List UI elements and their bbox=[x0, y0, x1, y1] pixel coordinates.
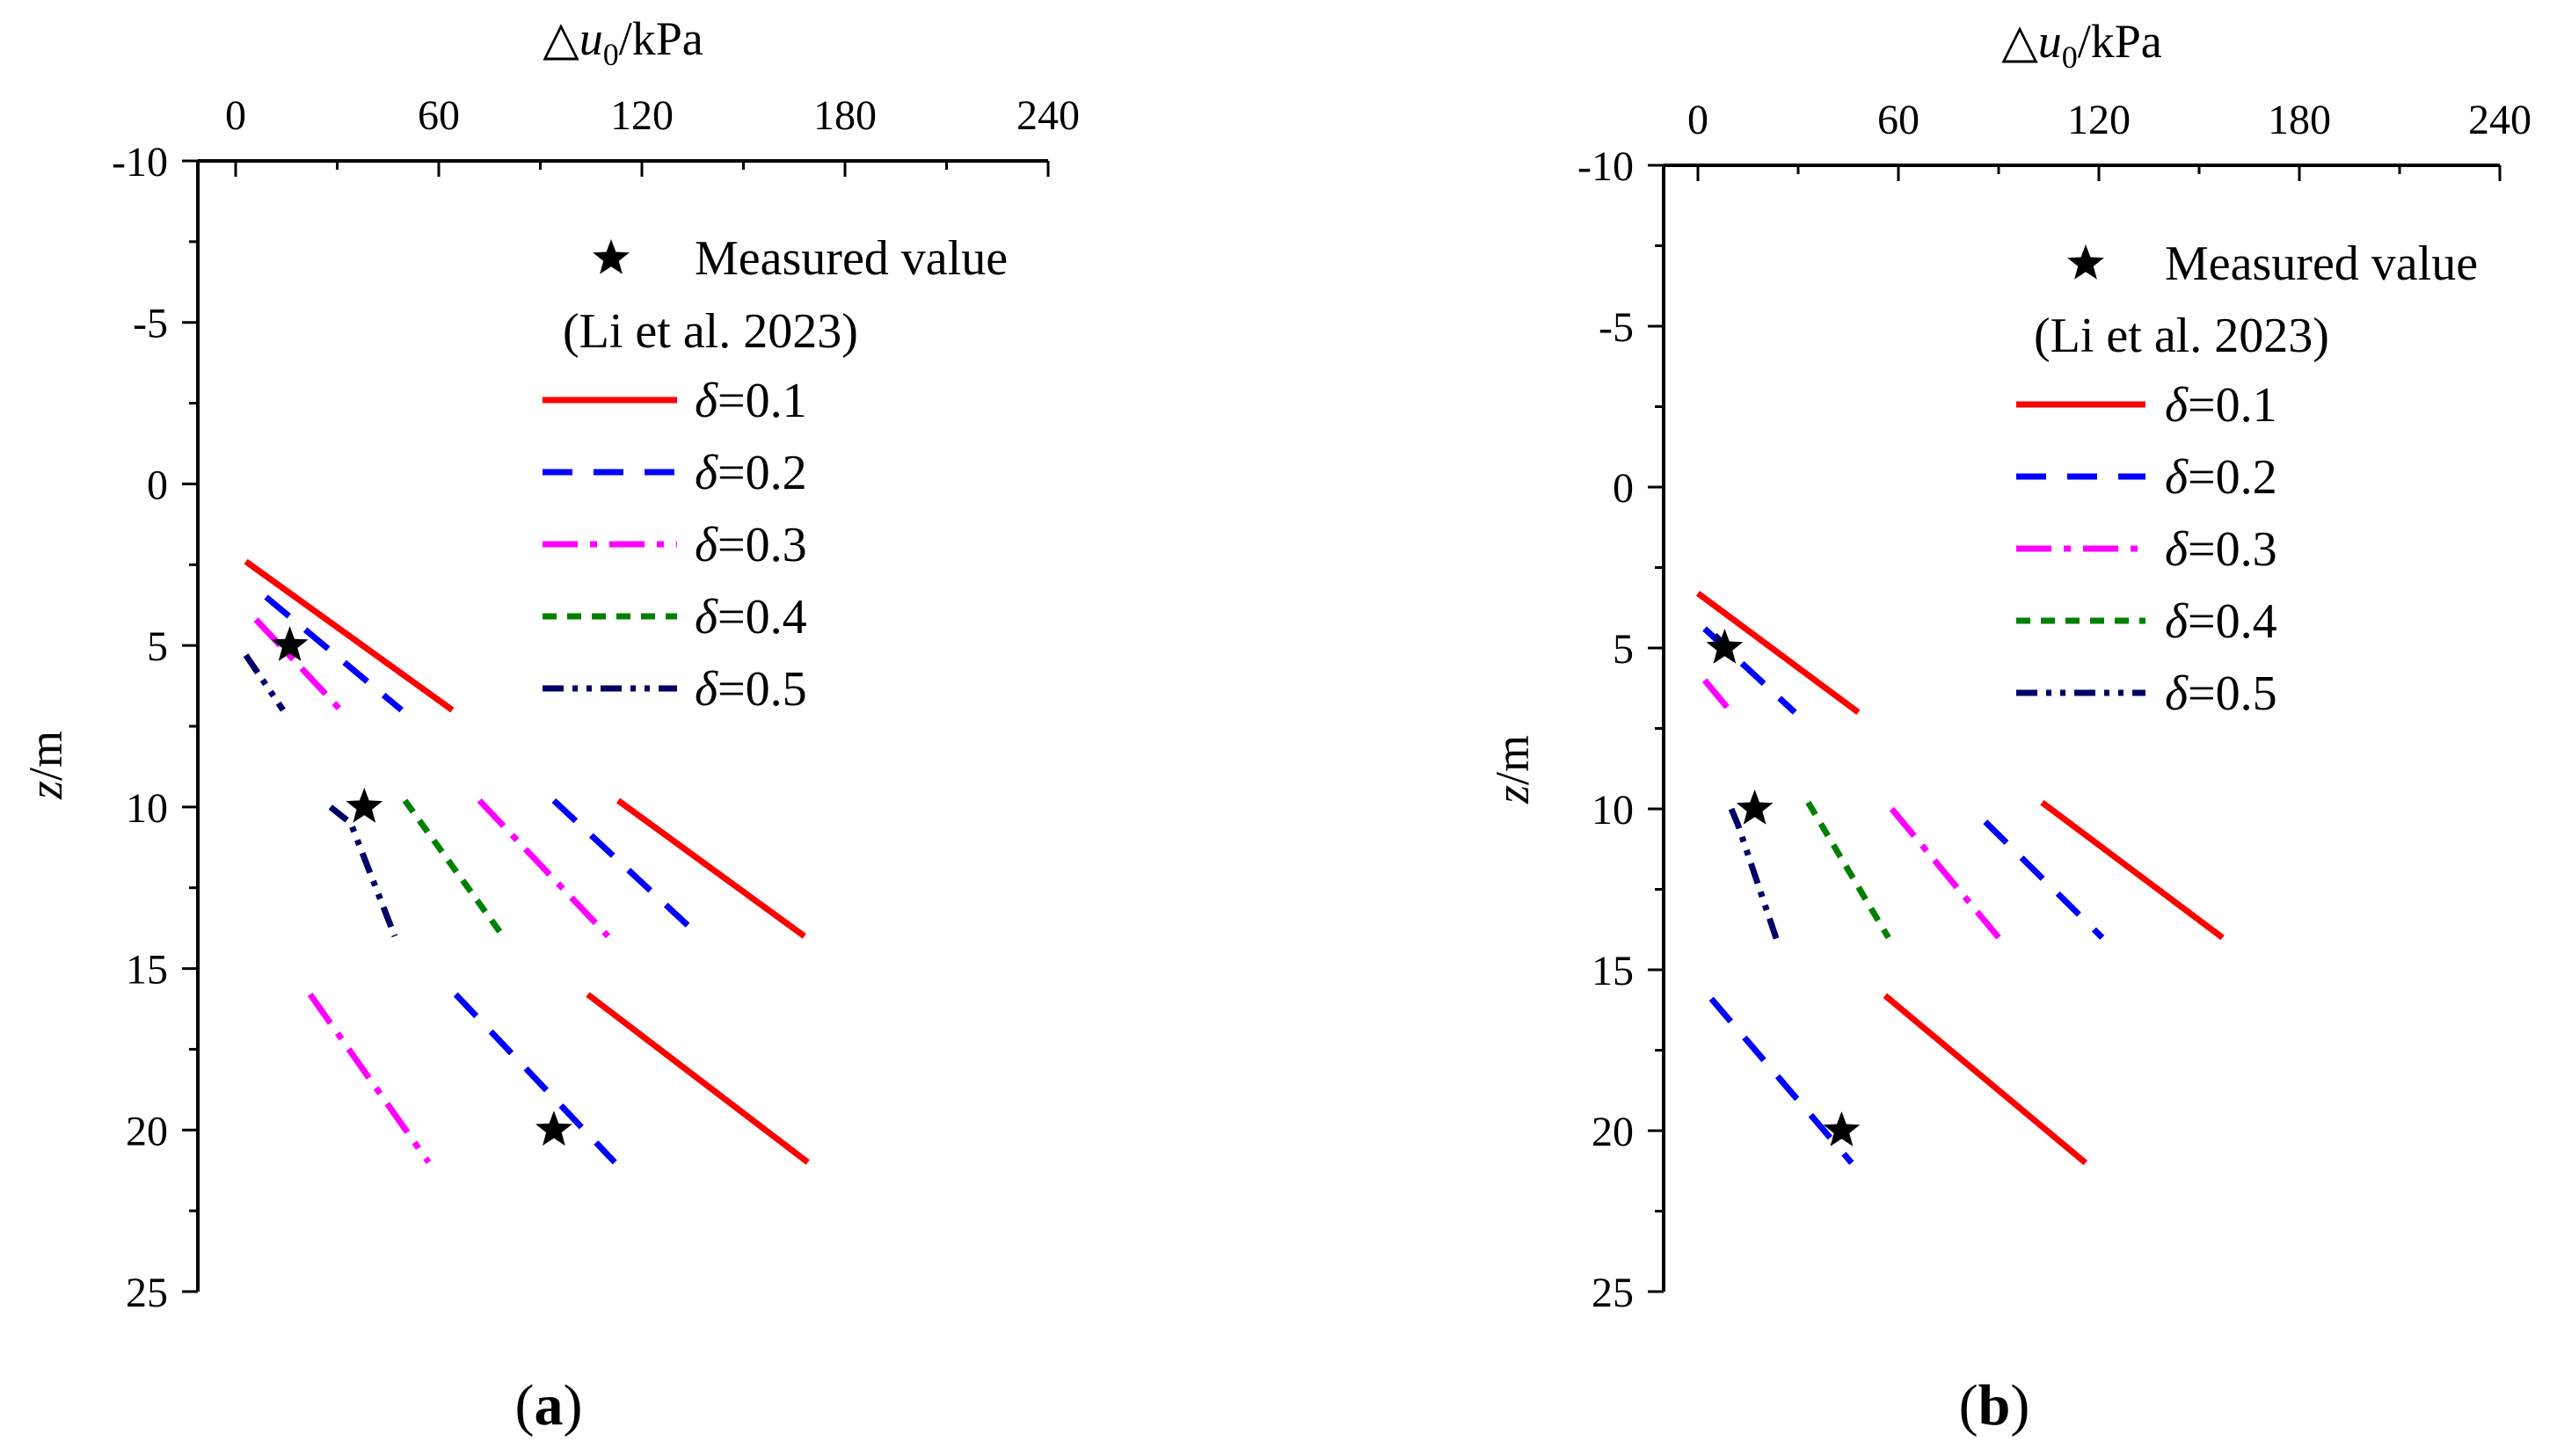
measured-point-star bbox=[1706, 629, 1744, 664]
y-tick-label: 0 bbox=[1613, 465, 1634, 512]
legend: Measured value (Li et al. 2023) δ=0.1 δ=0.2… bbox=[2016, 237, 2478, 721]
series-line-d02 bbox=[1708, 996, 1854, 1165]
series-line-d03 bbox=[477, 798, 611, 939]
series-line-d03 bbox=[253, 617, 343, 712]
y-tick-label: 25 bbox=[126, 1270, 168, 1316]
x-axis-title: △u0/kPa bbox=[543, 12, 703, 72]
series-line-d03 bbox=[1701, 678, 1734, 715]
y-tick-label: 10 bbox=[1592, 787, 1634, 834]
series-line-d02 bbox=[264, 594, 404, 713]
series-line-d02 bbox=[1983, 819, 2105, 940]
y-tick-label: 5 bbox=[1613, 626, 1634, 673]
y-tick-label: -10 bbox=[1577, 143, 1634, 190]
x-tick-label: 180 bbox=[2268, 97, 2331, 143]
y-tick-label: 15 bbox=[1592, 948, 1634, 994]
x-tick-label: 0 bbox=[225, 92, 246, 139]
series-line-d02 bbox=[453, 992, 617, 1165]
x-tick-label: 240 bbox=[2468, 97, 2532, 143]
series-line-d01 bbox=[586, 992, 810, 1165]
y-tick-label: 10 bbox=[126, 785, 168, 832]
legend-label-d04: δ=0.4 bbox=[695, 590, 807, 644]
series-line-d05 bbox=[243, 653, 286, 712]
y-tick-label: 15 bbox=[126, 947, 168, 994]
measured-point-star bbox=[1823, 1111, 1861, 1147]
legend-label-d05: δ=0.5 bbox=[2165, 666, 2277, 721]
measured-point-star bbox=[271, 626, 309, 661]
series-line-d01 bbox=[2040, 799, 2225, 941]
measured-point-star bbox=[1736, 790, 1774, 825]
legend-label-d01: δ=0.1 bbox=[2165, 378, 2277, 433]
x-tick-label: 120 bbox=[2067, 97, 2131, 143]
legend-measured-ref: (Li et al. 2023) bbox=[563, 304, 858, 359]
x-tick-label: 180 bbox=[813, 92, 877, 139]
legend-measured-label: Measured value bbox=[2165, 237, 2478, 291]
measured-point-star bbox=[535, 1110, 572, 1147]
series-line-d01 bbox=[1695, 590, 1861, 716]
y-tick-label: -5 bbox=[133, 301, 168, 347]
series-line-d01 bbox=[1883, 993, 2088, 1166]
y-tick-label: 25 bbox=[1592, 1270, 1634, 1316]
panel-label: (b) bbox=[1959, 1373, 2030, 1438]
series-line-d02 bbox=[551, 797, 702, 939]
x-tick-label: 240 bbox=[1016, 92, 1080, 139]
y-tick-label: 5 bbox=[147, 623, 168, 670]
legend-label-d03: δ=0.3 bbox=[695, 518, 807, 572]
legend-label-d01: δ=0.1 bbox=[695, 374, 807, 428]
x-axis-title: △u0/kPa bbox=[2001, 15, 2162, 75]
legend: Measured value (Li et al. 2023) δ=0.1 δ=0.2… bbox=[543, 231, 1008, 717]
measured-point-star bbox=[346, 787, 383, 823]
chart-panel-a: 0 60 120 180 240 -10 -5 0 5 10 15 20 25 △u0/kPa z/m Mea… bbox=[19, 12, 1080, 1438]
chart-panel-b: 0 60 120 180 240 -10 -5 0 5 10 15 20 25 △u0/kPa z/m Mea… bbox=[1486, 15, 2532, 1438]
legend-label-d04: δ=0.4 bbox=[2165, 594, 2277, 649]
series-line-d05 bbox=[328, 804, 398, 938]
series-line-d04 bbox=[1805, 800, 1891, 940]
series-line-d01 bbox=[616, 797, 806, 939]
legend-label-d02: δ=0.2 bbox=[2165, 450, 2277, 505]
legend-label-d02: δ=0.2 bbox=[695, 446, 807, 500]
y-axis-title: z/m bbox=[1486, 735, 1539, 804]
series-line-d03 bbox=[1889, 806, 2001, 940]
series-line-d03 bbox=[307, 992, 432, 1165]
y-tick-label: -10 bbox=[112, 139, 168, 186]
y-axis-title: z/m bbox=[19, 731, 72, 800]
series-line-d01 bbox=[244, 558, 455, 713]
legend-label-d05: δ=0.5 bbox=[695, 662, 807, 717]
panel-label: (a) bbox=[515, 1373, 583, 1438]
legend-star-icon bbox=[593, 239, 630, 274]
y-tick-label: -5 bbox=[1599, 304, 1634, 351]
y-tick-label: 20 bbox=[1592, 1109, 1634, 1155]
series-line-d04 bbox=[402, 798, 506, 938]
x-tick-label: 60 bbox=[418, 92, 460, 139]
y-tick-label: 20 bbox=[126, 1108, 168, 1154]
series-line-d05 bbox=[1728, 807, 1781, 945]
x-tick-label: 0 bbox=[1687, 97, 1708, 143]
legend-label-d03: δ=0.3 bbox=[2165, 522, 2277, 577]
legend-star-icon bbox=[2067, 244, 2104, 280]
y-tick-label: 0 bbox=[147, 462, 168, 508]
legend-measured-label: Measured value bbox=[695, 231, 1008, 286]
legend-measured-ref: (Li et al. 2023) bbox=[2034, 309, 2329, 363]
x-tick-label: 60 bbox=[1877, 97, 1920, 143]
x-tick-label: 120 bbox=[610, 92, 674, 139]
